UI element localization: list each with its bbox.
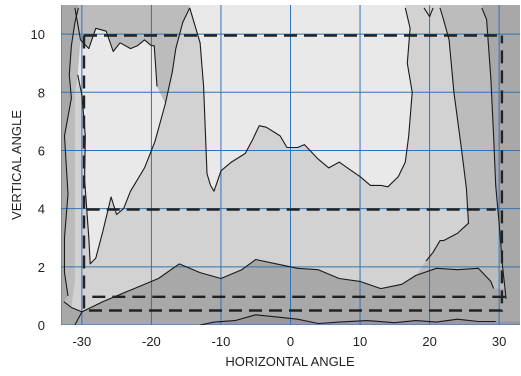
contour-line-7 <box>151 45 158 87</box>
x-tick-labels: -30 -20 -10 0 10 20 30 <box>72 334 506 349</box>
y-tick-labels: 0 2 4 6 8 10 <box>31 27 45 333</box>
contour-line-1 <box>63 7 79 296</box>
y-tick-label: 10 <box>31 27 45 42</box>
x-tick-label: -20 <box>142 334 161 349</box>
y-axis-label: VERTICAL ANGLE <box>9 110 24 220</box>
y-tick-label: 8 <box>38 85 45 100</box>
x-tick-label: 0 <box>287 334 294 349</box>
y-tick-label: 0 <box>38 318 45 333</box>
dashed-boundary-2 <box>82 35 504 312</box>
contour-line-4 <box>199 314 496 325</box>
contour-line-3 <box>74 311 83 325</box>
shaded-region-3 <box>77 28 166 264</box>
contour-line-8 <box>189 7 413 192</box>
contour-line-2 <box>63 258 495 313</box>
y-tick-label: 6 <box>38 143 45 158</box>
y-tick-label: 4 <box>38 202 45 217</box>
contour-line-6 <box>74 7 152 53</box>
x-tick-label: -30 <box>72 334 91 349</box>
x-tick-label: -10 <box>212 334 231 349</box>
contour-line-9 <box>423 7 434 18</box>
x-tick-label: 30 <box>492 334 506 349</box>
y-tick-label: 2 <box>38 260 45 275</box>
x-tick-label: 10 <box>353 334 367 349</box>
x-tick-label: 20 <box>422 334 436 349</box>
x-axis-label: HORIZONTAL ANGLE <box>225 354 355 369</box>
shaded-region-4 <box>189 5 413 192</box>
dashed-boundaries <box>82 34 507 312</box>
